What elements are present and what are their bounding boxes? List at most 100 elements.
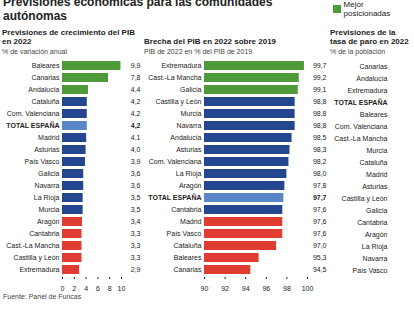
svg-text:Cast.-La Mancha: Cast.-La Mancha xyxy=(148,74,201,81)
svg-text:90: 90 xyxy=(201,285,209,291)
svg-text:Andalucía: Andalucía xyxy=(28,86,59,93)
svg-text:Canarias: Canarias xyxy=(173,266,202,273)
svg-text:3,5: 3,5 xyxy=(131,206,141,213)
svg-text:Murcia: Murcia xyxy=(180,110,201,117)
svg-text:Aragón: Aragón xyxy=(179,182,202,190)
svg-text:4,2: 4,2 xyxy=(131,98,141,105)
svg-text:La Rioja: La Rioja xyxy=(362,243,388,251)
svg-text:País Vasco: País Vasco xyxy=(353,267,388,274)
svg-text:Cataluña: Cataluña xyxy=(359,159,387,166)
svg-text:3,6: 3,6 xyxy=(131,170,141,177)
svg-text:Baleares: Baleares xyxy=(32,62,60,69)
svg-text:Aragón: Aragón xyxy=(37,218,60,226)
svg-text:Asturias: Asturias xyxy=(362,183,388,190)
svg-text:Castilla y León: Castilla y León xyxy=(14,254,60,262)
svg-text:4,4: 4,4 xyxy=(131,86,141,93)
svg-text:Navarra: Navarra xyxy=(35,182,60,189)
svg-text:Andalucía: Andalucía xyxy=(356,75,387,82)
svg-text:Com. Valenciana: Com. Valenciana xyxy=(335,123,388,130)
svg-text:Galicia: Galicia xyxy=(366,207,388,214)
svg-text:Galicia: Galicia xyxy=(38,170,60,177)
svg-text:92: 92 xyxy=(221,285,229,291)
svg-text:4,2: 4,2 xyxy=(131,110,141,117)
svg-text:3,3: 3,3 xyxy=(131,242,141,249)
svg-text:4,1: 4,1 xyxy=(131,134,141,141)
svg-text:3,3: 3,3 xyxy=(131,254,141,261)
svg-text:Cataluña: Cataluña xyxy=(31,98,59,105)
svg-text:Madrid: Madrid xyxy=(180,218,202,225)
svg-text:Castilla y León: Castilla y León xyxy=(156,98,202,106)
svg-text:Murcia: Murcia xyxy=(366,147,387,154)
svg-text:Navarra: Navarra xyxy=(177,122,202,129)
svg-text:97,6: 97,6 xyxy=(313,230,327,237)
svg-text:TOTAL ESPAÑA: TOTAL ESPAÑA xyxy=(334,98,387,106)
svg-text:97,8: 97,8 xyxy=(313,182,327,189)
svg-text:Asturias: Asturias xyxy=(176,146,202,153)
svg-text:Com. Valenciana: Com. Valenciana xyxy=(7,110,60,117)
svg-text:98,2: 98,2 xyxy=(313,158,327,165)
svg-text:97,6: 97,6 xyxy=(313,218,327,225)
svg-text:Cast.-La Mancha: Cast.-La Mancha xyxy=(6,242,59,249)
svg-text:4,2: 4,2 xyxy=(131,122,141,130)
svg-text:99,2: 99,2 xyxy=(313,74,327,81)
svg-text:Cantabria: Cantabria xyxy=(171,206,201,213)
svg-text:Baleares: Baleares xyxy=(174,254,202,261)
svg-text:2: 2 xyxy=(72,285,76,291)
svg-text:98,8: 98,8 xyxy=(313,122,327,129)
svg-text:La Rioja: La Rioja xyxy=(34,194,60,202)
svg-text:La Rioja: La Rioja xyxy=(176,170,202,178)
svg-text:97,0: 97,0 xyxy=(313,242,327,249)
svg-text:95,3: 95,3 xyxy=(313,254,327,261)
svg-text:Extremadura: Extremadura xyxy=(347,87,387,94)
svg-text:Cast.-La Mancha: Cast.-La Mancha xyxy=(334,135,387,142)
svg-text:Canarias: Canarias xyxy=(31,74,60,81)
svg-text:97,6: 97,6 xyxy=(313,206,327,213)
svg-text:TOTAL ESPAÑA: TOTAL ESPAÑA xyxy=(148,193,201,201)
svg-text:Madrid: Madrid xyxy=(38,134,60,141)
svg-text:3,5: 3,5 xyxy=(131,194,141,201)
svg-text:98,8: 98,8 xyxy=(313,110,327,117)
svg-text:7,8: 7,8 xyxy=(131,74,141,81)
svg-text:Cataluña: Cataluña xyxy=(173,242,201,249)
svg-text:Navarra: Navarra xyxy=(363,255,388,262)
svg-text:8: 8 xyxy=(108,285,112,291)
svg-text:98,0: 98,0 xyxy=(313,170,327,177)
svg-text:100: 100 xyxy=(302,285,314,291)
svg-text:10: 10 xyxy=(118,285,126,291)
svg-text:2,9: 2,9 xyxy=(131,266,141,273)
svg-text:Extremadura: Extremadura xyxy=(161,62,201,69)
svg-text:Canarias: Canarias xyxy=(359,63,388,70)
svg-text:4,0: 4,0 xyxy=(131,146,141,153)
svg-text:Castilla y León: Castilla y León xyxy=(342,195,388,203)
svg-text:4: 4 xyxy=(84,285,88,291)
svg-text:Cantabria: Cantabria xyxy=(357,219,387,226)
svg-text:Madrid: Madrid xyxy=(366,171,388,178)
svg-text:96: 96 xyxy=(262,285,270,291)
svg-text:Aragón: Aragón xyxy=(365,231,388,239)
svg-text:Extremadura: Extremadura xyxy=(19,266,59,273)
svg-text:3,6: 3,6 xyxy=(131,182,141,189)
svg-text:94,5: 94,5 xyxy=(313,266,327,273)
svg-text:97,7: 97,7 xyxy=(313,194,327,202)
svg-text:94: 94 xyxy=(242,285,250,291)
svg-text:98: 98 xyxy=(283,285,291,291)
svg-text:Murcia: Murcia xyxy=(38,206,59,213)
svg-text:3,9: 3,9 xyxy=(131,158,141,165)
svg-text:Andalucía: Andalucía xyxy=(170,134,201,141)
svg-text:0: 0 xyxy=(61,285,65,291)
svg-text:Baleares: Baleares xyxy=(360,111,388,118)
svg-text:Asturias: Asturias xyxy=(34,146,60,153)
svg-text:País Vasco: País Vasco xyxy=(25,158,60,165)
svg-text:98,3: 98,3 xyxy=(313,146,327,153)
svg-text:País Vasco: País Vasco xyxy=(167,230,202,237)
svg-text:98,8: 98,8 xyxy=(313,98,327,105)
svg-text:98,5: 98,5 xyxy=(313,134,327,141)
svg-text:Com. Valenciana: Com. Valenciana xyxy=(149,158,202,165)
svg-text:3,3: 3,3 xyxy=(131,230,141,237)
svg-text:Cantabria: Cantabria xyxy=(29,230,59,237)
svg-text:99,7: 99,7 xyxy=(313,62,327,69)
svg-text:3,4: 3,4 xyxy=(131,218,141,225)
svg-text:9,9: 9,9 xyxy=(131,62,141,69)
svg-text:99,1: 99,1 xyxy=(313,86,327,93)
svg-text:Galicia: Galicia xyxy=(180,86,202,93)
